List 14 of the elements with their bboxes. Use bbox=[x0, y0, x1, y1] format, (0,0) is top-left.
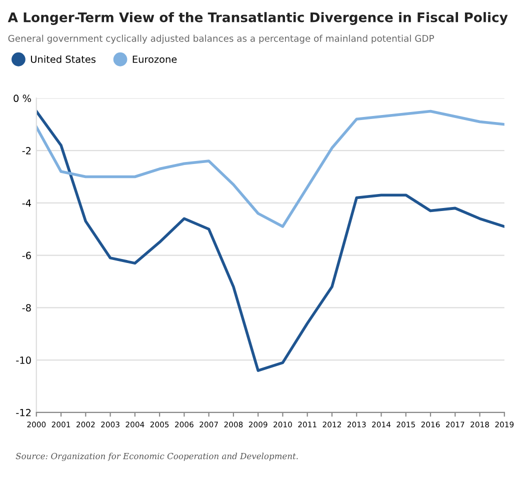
source-note: Source: Organization for Economic Cooperation and Development. bbox=[16, 452, 298, 461]
y-tick-label: 0 % bbox=[14, 94, 32, 102]
line-series bbox=[36, 110, 504, 228]
chart-title: A Longer-Term View of the Transatlantic Divergence in Fiscal Policy bbox=[8, 12, 508, 25]
y-tick-label: -2 bbox=[22, 147, 31, 154]
line-series bbox=[36, 110, 504, 372]
legend-label: Eurozone bbox=[132, 56, 177, 63]
y-tick-label: -10 bbox=[16, 356, 31, 364]
y-tick-label: -8 bbox=[22, 304, 31, 312]
y-tick-label: -6 bbox=[22, 252, 31, 260]
y-tick-label: -12 bbox=[16, 408, 31, 416]
legend-label: United States bbox=[30, 55, 96, 63]
y-tick-label: -4 bbox=[22, 200, 31, 207]
chart-subtitle: General government cyclically adjusted balances as a percentage of mainland potential GDP bbox=[8, 34, 434, 44]
